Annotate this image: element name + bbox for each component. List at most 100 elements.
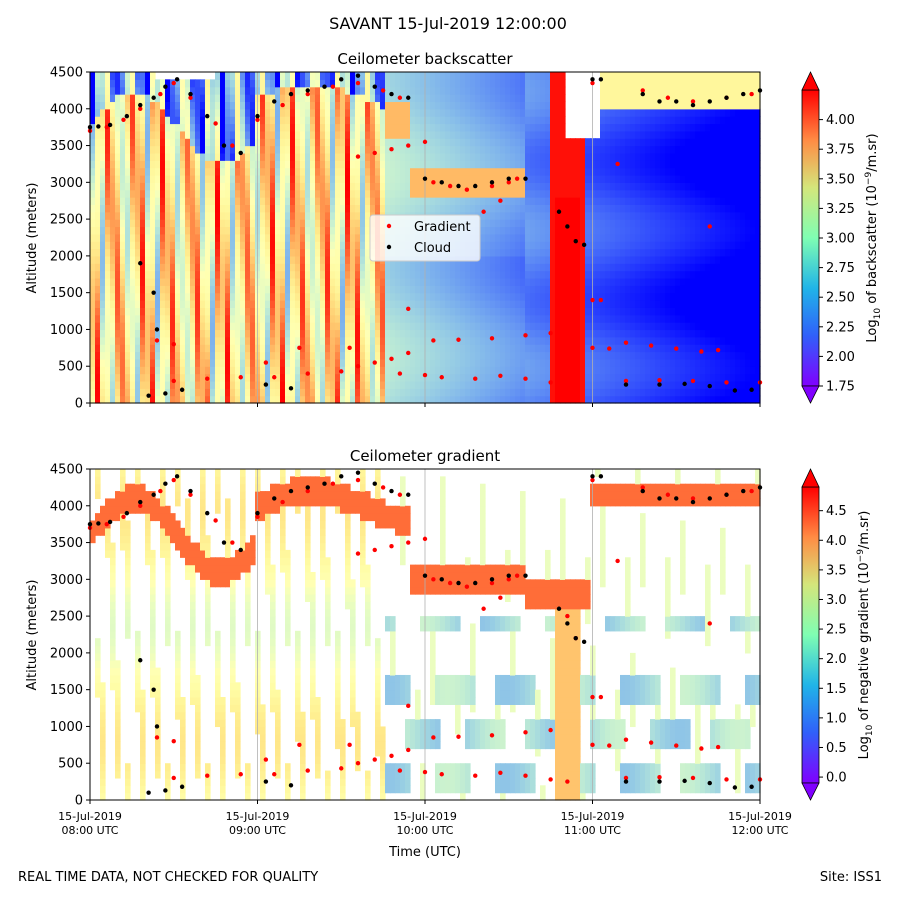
heatmap-cell	[515, 300, 521, 308]
heatmap-cell	[320, 160, 326, 169]
heatmap-cell	[145, 241, 151, 250]
heatmap-cell	[625, 152, 631, 161]
heatmap-cell	[460, 285, 466, 294]
heatmap-cell	[135, 86, 141, 95]
heatmap-cell	[220, 182, 226, 191]
heatmap-cell	[100, 204, 106, 213]
heatmap-cell	[430, 108, 436, 117]
heatmap-cell	[115, 211, 121, 220]
heatmap-cell	[550, 248, 556, 257]
heatmap-cell	[395, 300, 401, 308]
heatmap-cell	[140, 380, 146, 389]
heatmap-cell	[550, 277, 556, 286]
heatmap-cell	[540, 241, 546, 250]
heatmap-cell	[170, 197, 176, 205]
heatmap-cell	[420, 270, 426, 279]
heatmap-cell	[195, 101, 201, 110]
heatmap-cell	[110, 226, 116, 235]
heatmap-cell	[470, 270, 476, 279]
heatmap-cell	[605, 197, 611, 205]
heatmap-cell	[485, 373, 491, 382]
heatmap-cell	[495, 174, 501, 183]
heatmap-cell	[330, 189, 336, 198]
heatmap-cell	[350, 351, 356, 360]
heatmap-cell	[180, 94, 186, 103]
heatmap-cell	[235, 79, 241, 88]
heatmap-cell	[570, 233, 576, 242]
heatmap-cell	[130, 123, 136, 132]
heatmap-cell	[280, 219, 286, 228]
heatmap-cell	[540, 138, 546, 147]
heatmap-cell	[175, 211, 181, 220]
heatmap-cell	[265, 72, 271, 80]
heatmap-cell	[525, 336, 531, 345]
heatmap-cell	[230, 373, 236, 382]
heatmap-cell	[430, 94, 436, 103]
heatmap-cell	[110, 344, 116, 353]
heatmap-cell	[195, 314, 201, 323]
heatmap-cell	[320, 248, 326, 257]
heatmap-cell	[285, 204, 291, 213]
heatmap-cell	[205, 108, 211, 117]
heatmap-cell	[570, 380, 576, 389]
heatmap-cell	[395, 380, 401, 389]
heatmap-cell	[570, 241, 576, 250]
heatmap-cell	[115, 160, 121, 169]
heatmap-cell	[240, 336, 246, 345]
heatmap-cell	[615, 344, 621, 353]
heatmap-cell	[600, 395, 606, 404]
heatmap-cell	[165, 86, 171, 95]
heatmap-cell	[315, 373, 321, 382]
heatmap-cell	[625, 211, 631, 220]
heatmap-cell	[260, 373, 266, 382]
heatmap-cell	[285, 219, 291, 228]
heatmap-cell	[405, 160, 411, 169]
heatmap-cell	[115, 226, 121, 235]
heatmap-cell	[225, 351, 231, 360]
heatmap-cell	[225, 395, 231, 404]
heatmap-cell	[215, 138, 221, 147]
heatmap-cell	[430, 307, 436, 316]
heatmap-cell	[150, 130, 156, 139]
heatmap-cell	[605, 248, 611, 257]
heatmap-cell	[480, 108, 486, 117]
heatmap-cell	[345, 108, 351, 117]
heatmap-cell	[570, 197, 576, 205]
heatmap-cell	[325, 94, 331, 103]
heatmap-cell	[145, 395, 151, 404]
heatmap-cell	[580, 255, 586, 264]
heatmap-cell	[155, 351, 161, 360]
heatmap-cell	[440, 270, 446, 279]
heatmap-cell	[355, 182, 361, 191]
heatmap-cell	[525, 152, 531, 161]
heatmap-cell	[645, 351, 651, 360]
heatmap-cell	[150, 123, 156, 132]
heatmap-cell	[305, 174, 311, 183]
heatmap-cell	[370, 366, 376, 375]
heatmap-cell	[570, 285, 576, 294]
heatmap-cell	[90, 152, 96, 161]
heatmap-cell	[250, 358, 256, 367]
heatmap-cell	[110, 94, 116, 103]
heatmap-cell	[295, 145, 301, 154]
heatmap-cell	[315, 108, 321, 117]
heatmap-cell	[245, 351, 251, 360]
heatmap-cell	[460, 388, 466, 397]
heatmap-cell	[640, 233, 646, 242]
heatmap-cell	[395, 285, 401, 294]
heatmap-cell	[585, 152, 591, 161]
heatmap-cell	[180, 219, 186, 228]
heatmap-cell	[280, 116, 286, 125]
heatmap-cell	[380, 344, 386, 353]
heatmap-cell	[625, 292, 631, 301]
heatmap-cell	[150, 72, 156, 80]
heatmap-cell	[350, 358, 356, 367]
heatmap-cell	[615, 226, 621, 235]
heatmap-cell	[225, 329, 231, 338]
heatmap-cell	[205, 292, 211, 301]
heatmap-cell	[475, 336, 481, 345]
heatmap-cell	[550, 285, 556, 294]
heatmap-cell	[620, 174, 626, 183]
heatmap-cell	[535, 336, 541, 345]
heatmap-cell	[145, 182, 151, 191]
